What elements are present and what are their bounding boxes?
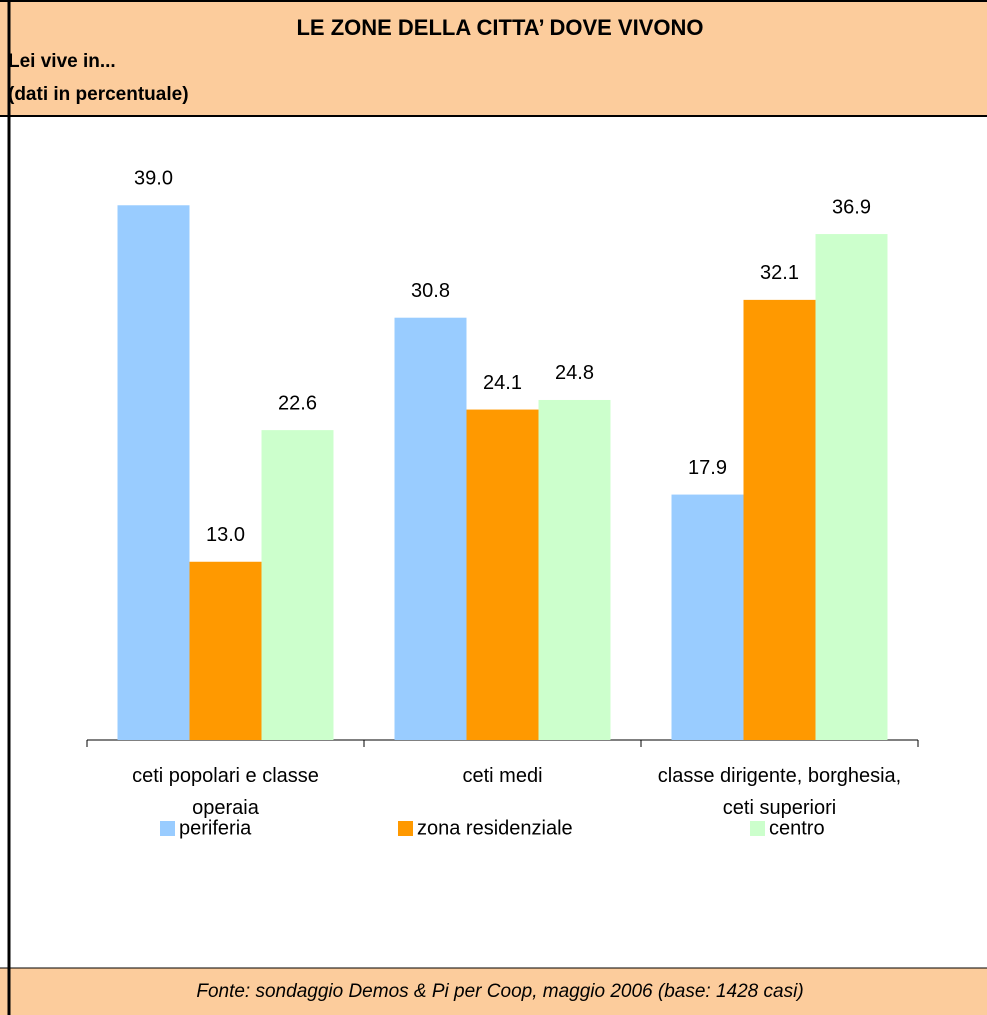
bar: [261, 430, 334, 740]
data-label: 17.9: [688, 457, 727, 479]
bar: [743, 299, 816, 740]
source-note: Fonte: sondaggio Demos & Pi per Coop, ma…: [196, 981, 803, 1002]
data-label: 22.6: [278, 392, 317, 414]
bar: [671, 494, 744, 740]
data-label: 13.0: [206, 524, 245, 546]
bar: [394, 317, 467, 740]
legend-label: centro: [769, 817, 825, 839]
legend-label: zona residenziale: [417, 817, 573, 839]
header-box: [0, 0, 987, 116]
legend-swatch: [750, 821, 765, 836]
bar: [189, 561, 262, 740]
x-tick-label: ceti popolari e classe operaia: [132, 765, 319, 819]
data-label: 39.0: [134, 168, 173, 190]
x-tick-label: classe dirigente, borghesia, ceti superi…: [657, 765, 902, 819]
data-label: 36.9: [832, 196, 871, 218]
bar: [538, 399, 611, 740]
subtitle: Lei vive in...: [8, 51, 116, 72]
data-label: 24.8: [555, 362, 594, 384]
bar: [815, 234, 888, 740]
footer-box: [0, 968, 987, 1015]
chart-title: LE ZONE DELLA CITTA’ DOVE VIVONO: [296, 15, 703, 40]
x-tick-label: ceti medi: [462, 765, 543, 787]
bar: [117, 205, 190, 740]
subtitle: (dati in percentuale): [8, 84, 189, 105]
bar: [466, 409, 539, 740]
legend-swatch: [160, 821, 175, 836]
data-label: 24.1: [483, 372, 522, 394]
legend-swatch: [398, 821, 413, 836]
legend-label: periferia: [179, 817, 252, 839]
data-label: 32.1: [760, 262, 799, 284]
data-label: 30.8: [411, 280, 450, 302]
